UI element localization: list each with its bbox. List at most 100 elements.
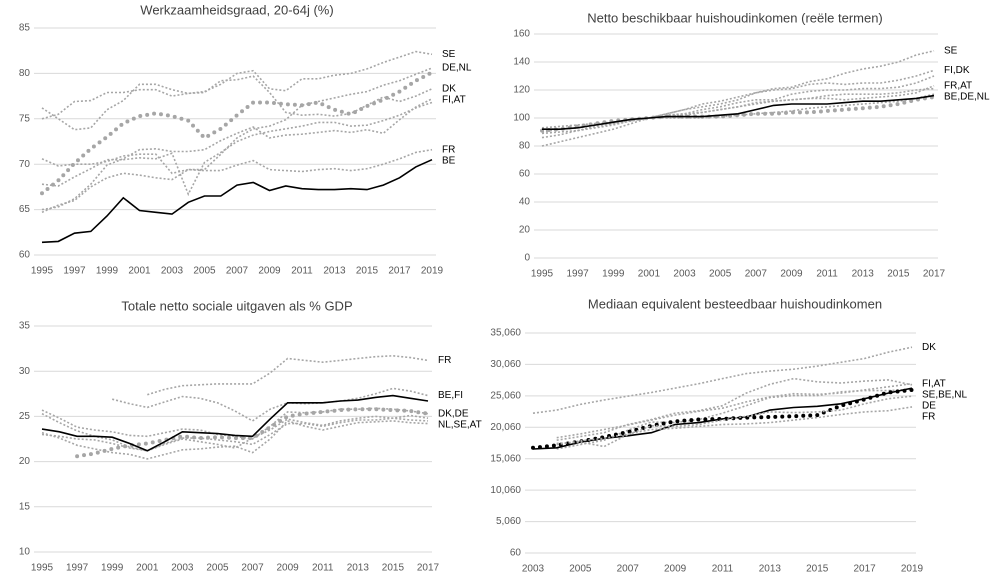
x-tick-label: 2009 bbox=[780, 269, 803, 280]
x-tick-label: 2009 bbox=[258, 266, 281, 277]
series-line bbox=[41, 394, 429, 452]
y-tick-label: 10 bbox=[19, 547, 31, 558]
x-tick-label: 2013 bbox=[323, 266, 346, 277]
series-label: SE,BE,NL bbox=[922, 389, 967, 400]
y-tick-label: 100 bbox=[513, 113, 530, 124]
x-tick-label: 2001 bbox=[638, 269, 661, 280]
x-tick-label: 2007 bbox=[226, 266, 249, 277]
series-line bbox=[541, 85, 935, 135]
y-tick-label: 75 bbox=[19, 113, 31, 124]
series-line bbox=[41, 67, 433, 214]
y-tick-label: 15 bbox=[19, 501, 31, 512]
x-tick-label: 2005 bbox=[569, 564, 592, 575]
x-tick-label: 1995 bbox=[531, 269, 554, 280]
series-line bbox=[556, 395, 913, 448]
series-label: FR,AT bbox=[944, 80, 972, 91]
series-label: NL,SE,AT bbox=[438, 419, 482, 430]
y-tick-label: 70 bbox=[19, 159, 31, 170]
series-line bbox=[41, 407, 429, 440]
series-line bbox=[75, 407, 430, 459]
series-label: DE,NL bbox=[442, 63, 472, 74]
series-label: FR bbox=[442, 144, 455, 155]
series-line bbox=[556, 377, 913, 441]
y-tick-label: 25 bbox=[19, 411, 31, 422]
series-label: DK bbox=[922, 342, 936, 353]
series-label: FR bbox=[438, 355, 451, 366]
x-tick-label: 2017 bbox=[417, 563, 440, 574]
x-tick-label: 2019 bbox=[901, 564, 924, 575]
y-tick-label: 160 bbox=[513, 29, 530, 40]
y-tick-label: 35 bbox=[19, 321, 31, 332]
x-tick-label: 2005 bbox=[206, 563, 229, 574]
series-line bbox=[40, 70, 434, 196]
chart-title: Mediaan equivalent besteedbaar huishoudi… bbox=[588, 296, 882, 311]
chart-title: Netto beschikbaar huishoudinkomen (reële… bbox=[587, 10, 883, 25]
x-tick-label: 2003 bbox=[673, 269, 696, 280]
series-line bbox=[41, 414, 429, 452]
series-line bbox=[41, 75, 433, 120]
series-line bbox=[41, 98, 433, 211]
series-label: DK bbox=[442, 83, 456, 94]
x-tick-label: 1995 bbox=[31, 266, 54, 277]
series-label: DE bbox=[922, 400, 936, 411]
x-tick-label: 2001 bbox=[136, 563, 159, 574]
x-tick-label: 2015 bbox=[382, 563, 405, 574]
x-tick-label: 2001 bbox=[128, 266, 151, 277]
x-tick-label: 1999 bbox=[96, 266, 119, 277]
x-tick-label: 2011 bbox=[816, 269, 838, 280]
x-tick-label: 2007 bbox=[241, 563, 264, 574]
x-tick-label: 2015 bbox=[887, 269, 910, 280]
x-tick-label: 2017 bbox=[923, 269, 946, 280]
x-tick-label: 2011 bbox=[712, 564, 734, 575]
y-tick-label: 0 bbox=[524, 253, 530, 264]
y-tick-label: 15,060 bbox=[490, 453, 521, 464]
series-line bbox=[41, 148, 433, 175]
y-tick-label: 80 bbox=[19, 68, 31, 79]
series-line bbox=[540, 95, 936, 133]
series-label: FI,DK bbox=[944, 65, 970, 76]
y-tick-label: 10,060 bbox=[490, 485, 521, 496]
x-tick-label: 1997 bbox=[63, 266, 86, 277]
series-line bbox=[541, 50, 935, 147]
y-tick-label: 20,060 bbox=[490, 422, 521, 433]
series-label: BE bbox=[442, 155, 456, 166]
series-line bbox=[541, 75, 935, 133]
y-tick-label: 30 bbox=[19, 366, 31, 377]
y-tick-label: 85 bbox=[19, 23, 31, 34]
x-tick-label: 2013 bbox=[759, 564, 782, 575]
x-tick-label: 2007 bbox=[617, 564, 640, 575]
series-label: FR bbox=[922, 411, 935, 422]
series-label: FI,AT bbox=[442, 94, 466, 105]
y-tick-label: 20 bbox=[19, 456, 31, 467]
series-line bbox=[41, 101, 433, 197]
series-line bbox=[112, 387, 429, 422]
x-tick-label: 2011 bbox=[291, 266, 313, 277]
series-label: DK,DE bbox=[438, 408, 469, 419]
series-label: SE bbox=[442, 49, 456, 60]
x-tick-label: 2013 bbox=[347, 563, 370, 574]
x-tick-label: 1997 bbox=[567, 269, 590, 280]
x-tick-label: 2003 bbox=[522, 564, 545, 575]
x-tick-label: 2009 bbox=[277, 563, 300, 574]
x-tick-label: 2005 bbox=[709, 269, 732, 280]
y-tick-label: 5,060 bbox=[496, 516, 521, 527]
series-label: BE,DE,NL bbox=[944, 91, 990, 102]
chart-title: Werkzaamheidsgraad, 20-64j (%) bbox=[140, 2, 333, 17]
series-line bbox=[532, 346, 913, 414]
y-tick-label: 80 bbox=[519, 141, 531, 152]
series-label: BE,FI bbox=[438, 390, 463, 401]
series-line bbox=[541, 69, 935, 139]
y-tick-label: 35,060 bbox=[490, 328, 521, 339]
series-line bbox=[41, 419, 429, 460]
series-label: SE bbox=[944, 45, 958, 56]
y-tick-label: 65 bbox=[19, 204, 31, 215]
x-tick-label: 1999 bbox=[101, 563, 124, 574]
x-tick-label: 2017 bbox=[854, 564, 877, 575]
series-line bbox=[556, 382, 913, 439]
series-label: FI,AT bbox=[922, 378, 946, 389]
y-tick-label: 60 bbox=[510, 548, 522, 559]
y-tick-label: 20 bbox=[519, 225, 531, 236]
x-tick-label: 2019 bbox=[421, 266, 444, 277]
